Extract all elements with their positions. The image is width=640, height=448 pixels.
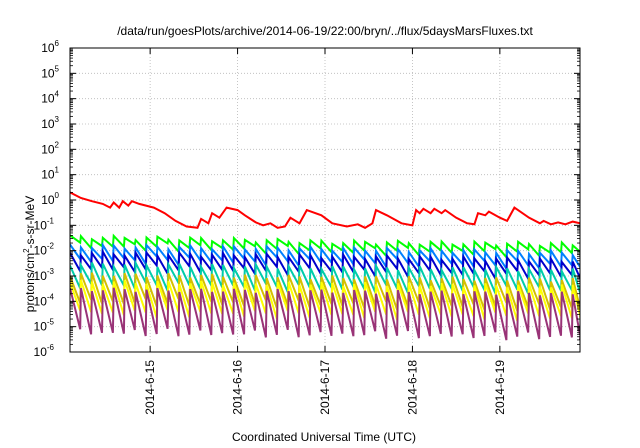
x-axis-ticks: 2014-6-15 2014-6-16 2014-6-17 2014-6-18 2014… [143,48,507,415]
y-tick-label: 10-6 [34,343,55,359]
data-series [70,191,580,341]
chart-title: /data/run/goesPlots/archive/2014-06-19/2… [117,24,533,38]
y-tick-label: 10-3 [34,267,55,283]
y-tick-label: 10-4 [34,292,55,308]
series-line-8 [70,287,580,341]
y-tick-label: 104 [41,90,59,106]
x-tick-label: 2014-6-17 [318,360,332,415]
x-tick-label: 2014-6-19 [493,360,507,415]
y-tick-label: 103 [41,115,59,131]
grid-lines [70,48,580,352]
x-tick-label: 2014-6-18 [405,360,419,415]
y-tick-label: 10-1 [34,216,55,232]
x-axis-label: Coordinated Universal Time (UTC) [232,430,416,444]
y-tick-label: 105 [41,64,59,80]
series-line-1 [70,191,580,229]
y-tick-label: 10-5 [34,318,55,334]
y-tick-label: 102 [41,140,59,156]
x-tick-label: 2014-6-16 [231,360,245,415]
y-tick-label: 101 [41,166,59,182]
x-tick-label: 2014-6-15 [143,360,157,415]
y-axis-label: protons/cm2-s-sr-MeV [22,196,37,312]
y-tick-label: 10-2 [34,242,55,258]
y-tick-label: 106 [41,39,59,55]
y-tick-label: 100 [41,191,59,207]
y-axis-ticks: 10-6 10-5 10-4 10-3 10-2 10-1 100 101 102 103 104 1… [34,39,580,359]
